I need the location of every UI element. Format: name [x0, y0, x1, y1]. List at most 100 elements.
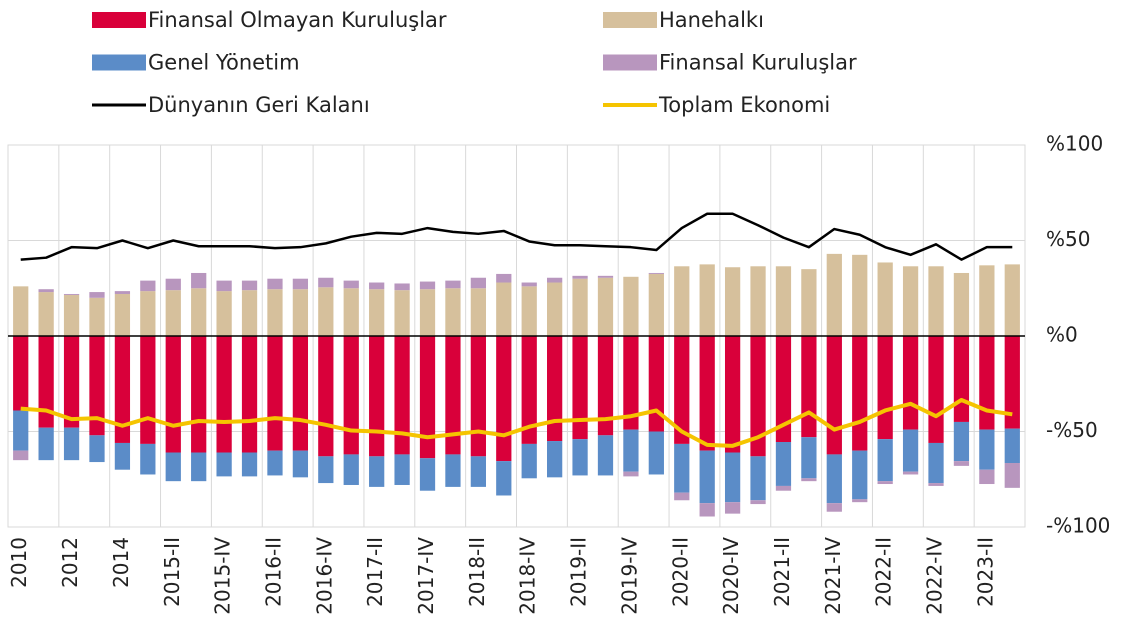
bar — [267, 289, 283, 336]
bar — [445, 288, 461, 336]
bar — [547, 441, 563, 478]
x-tick-label: 2019-IV — [617, 537, 641, 615]
bar — [775, 485, 792, 491]
bar — [623, 471, 639, 477]
bar — [623, 336, 639, 430]
bar — [241, 280, 258, 291]
bar — [750, 336, 766, 457]
bar — [63, 294, 80, 336]
bar — [394, 336, 410, 455]
line — [20, 397, 1013, 448]
bar — [343, 280, 359, 289]
bar — [547, 282, 563, 336]
bar — [547, 277, 563, 283]
bar — [419, 281, 436, 290]
bar — [572, 336, 588, 440]
bar — [267, 450, 283, 476]
legend-label: Dünyanın Geri Kalanı — [148, 93, 370, 117]
bar — [419, 336, 436, 459]
bar — [826, 454, 842, 504]
legend-label: Finansal Kuruluşlar — [659, 51, 857, 75]
bar — [470, 277, 486, 289]
bar — [292, 450, 309, 478]
bar — [63, 293, 80, 295]
bar — [343, 288, 359, 336]
bar — [775, 442, 792, 486]
bar — [191, 272, 207, 289]
bar — [241, 336, 258, 453]
bar — [140, 291, 156, 336]
x-tick-label: 2018-II — [465, 537, 489, 607]
bar — [699, 336, 715, 451]
legend-swatch — [92, 54, 146, 71]
line — [20, 212, 1013, 261]
x-tick-label: 2022-II — [872, 537, 896, 607]
bar — [750, 456, 766, 501]
bar — [267, 278, 283, 290]
bar — [496, 282, 512, 336]
x-tick-label: 2023-II — [973, 537, 997, 607]
bar — [750, 500, 766, 505]
bar — [216, 291, 232, 336]
bar — [597, 336, 614, 436]
bar — [13, 336, 29, 411]
bar — [750, 266, 766, 336]
bar — [369, 336, 385, 457]
x-tick-label: 2019-II — [567, 537, 591, 607]
bar — [801, 336, 817, 438]
bar — [801, 478, 817, 482]
x-tick-label: 2010 — [7, 537, 31, 588]
x-tick-label: 2014 — [109, 537, 133, 588]
bar — [902, 429, 919, 472]
bar — [343, 454, 359, 485]
bar — [140, 336, 156, 444]
bar — [928, 483, 944, 486]
bar — [648, 336, 664, 432]
bar — [445, 336, 461, 455]
bar — [191, 452, 207, 482]
bar — [165, 278, 181, 291]
bar — [902, 471, 919, 475]
bar — [877, 481, 893, 485]
bar — [877, 262, 893, 336]
bar — [216, 336, 232, 453]
bar — [877, 336, 893, 440]
x-tick-label: 2020-II — [668, 537, 692, 607]
legend-label: Toplam Ekonomi — [658, 93, 830, 117]
bar — [114, 293, 131, 336]
bar — [38, 292, 54, 336]
bar — [13, 410, 29, 451]
x-tick-label: 2015-II — [160, 537, 184, 607]
legend-label: Genel Yönetim — [148, 51, 300, 75]
bar — [165, 290, 181, 336]
x-tick-label: 2021-II — [770, 537, 794, 607]
bar — [13, 286, 29, 336]
bar — [521, 443, 537, 479]
bar — [419, 289, 436, 336]
y-tick-label: %0 — [1046, 323, 1078, 347]
bar — [674, 443, 690, 493]
bar — [979, 265, 995, 336]
bar — [89, 435, 105, 463]
bar — [38, 336, 54, 428]
y-tick-label: -%50 — [1046, 418, 1098, 442]
bar — [724, 267, 741, 336]
bar — [979, 336, 995, 430]
bar — [826, 336, 842, 455]
bar — [699, 450, 715, 504]
bar — [699, 503, 715, 517]
bar — [419, 458, 436, 491]
bar — [165, 452, 181, 482]
bar — [826, 503, 842, 512]
bar — [1004, 463, 1020, 488]
bar — [13, 450, 29, 461]
bar — [648, 431, 664, 475]
bar — [496, 461, 512, 496]
bar — [496, 273, 512, 283]
bar — [241, 452, 258, 477]
bar — [852, 336, 868, 451]
bar — [572, 275, 588, 279]
x-tick-label: 2022-IV — [923, 537, 947, 615]
bar — [292, 336, 309, 451]
bar — [470, 288, 486, 336]
